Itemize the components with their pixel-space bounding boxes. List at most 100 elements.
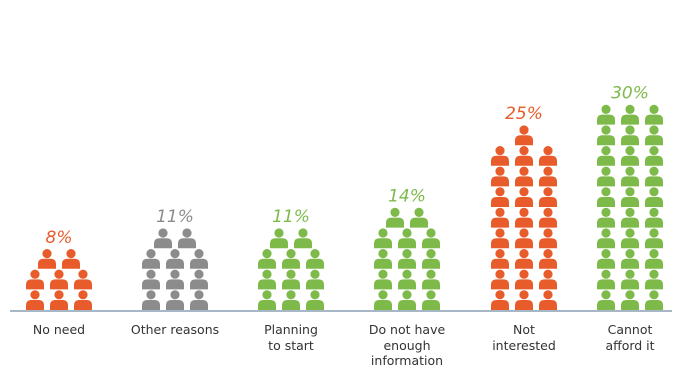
person-icon — [645, 249, 663, 269]
person-icon — [491, 228, 509, 249]
person-icon — [621, 125, 639, 146]
category-label-6: Cannot afford it — [570, 322, 678, 353]
value-label-6: 30% — [611, 84, 649, 104]
person-icon — [539, 146, 557, 166]
person-icon — [38, 249, 56, 269]
person-icon — [515, 269, 533, 290]
person-icon — [539, 207, 557, 228]
person-icon — [621, 166, 639, 187]
person-icon — [597, 249, 615, 269]
person-icon — [258, 290, 276, 310]
person-icon — [491, 269, 509, 290]
person-icon — [26, 269, 44, 290]
person-icon — [491, 187, 509, 207]
person-icon — [398, 290, 416, 310]
person-icon — [597, 207, 615, 228]
person-icon — [597, 290, 615, 310]
category-label-line: enough — [383, 337, 431, 353]
person-icon — [539, 290, 557, 310]
person-icon — [190, 269, 208, 290]
person-icon — [621, 228, 639, 249]
person-icon — [422, 269, 440, 290]
category-label-line: afford it — [605, 337, 655, 353]
person-icon — [621, 146, 639, 166]
person-icon — [597, 125, 615, 146]
person-icon — [258, 249, 276, 269]
value-label-2: 11% — [156, 207, 194, 227]
category-label-line: Other reasons — [130, 322, 220, 337]
person-icon — [282, 249, 300, 269]
person-icon — [74, 269, 92, 290]
person-icon — [410, 207, 428, 228]
person-icon — [62, 249, 80, 269]
person-icon — [422, 249, 440, 269]
person-icon — [491, 166, 509, 187]
person-icon — [515, 249, 533, 269]
person-icon — [597, 269, 615, 290]
person-icon — [645, 146, 663, 166]
person-icon — [515, 187, 533, 207]
value-label-4: 14% — [388, 187, 426, 207]
person-icon — [422, 228, 440, 249]
person-icon — [597, 146, 615, 166]
person-icon — [374, 228, 392, 249]
person-icon — [645, 166, 663, 187]
category-label-line: Not — [513, 322, 535, 337]
person-icon — [166, 269, 184, 290]
person-icon — [515, 146, 533, 166]
person-icon — [515, 207, 533, 228]
person-icon — [621, 187, 639, 207]
person-icon — [621, 104, 639, 125]
person-icon — [306, 290, 324, 310]
person-icon — [374, 249, 392, 269]
person-icon — [645, 207, 663, 228]
person-icon — [50, 290, 68, 310]
category-label-line: Cannot — [607, 322, 653, 337]
person-icon — [645, 187, 663, 207]
category-label-line: to start — [268, 337, 314, 353]
person-icon — [282, 269, 300, 290]
person-icon — [645, 228, 663, 249]
person-icon — [515, 125, 533, 146]
person-icon — [306, 249, 324, 269]
person-icon — [491, 290, 509, 310]
person-icon — [142, 269, 160, 290]
person-icon — [398, 269, 416, 290]
person-icon — [294, 228, 312, 249]
person-icon — [597, 166, 615, 187]
bar-6 — [597, 104, 663, 310]
person-icon — [422, 290, 440, 310]
person-icon — [539, 249, 557, 269]
person-icon — [597, 104, 615, 125]
person-icon — [306, 269, 324, 290]
person-icon — [645, 125, 663, 146]
person-icon — [621, 207, 639, 228]
category-label-2: Other reasons — [115, 322, 235, 338]
person-icon — [515, 290, 533, 310]
person-icon — [74, 290, 92, 310]
person-icon — [190, 249, 208, 269]
person-icon — [166, 249, 184, 269]
bar-2 — [142, 228, 208, 310]
category-label-3: Planning to start — [231, 322, 351, 353]
person-icon — [621, 249, 639, 269]
person-icon — [515, 228, 533, 249]
person-icon — [621, 290, 639, 310]
person-icon — [178, 228, 196, 249]
category-label-line: information — [370, 353, 444, 368]
value-label-1: 8% — [46, 228, 73, 248]
category-label-4: Do not have enough information — [347, 322, 467, 369]
category-label-1: No need — [0, 322, 119, 338]
person-icon — [621, 269, 639, 290]
category-label-line: No need — [32, 322, 86, 337]
person-icon — [539, 187, 557, 207]
person-icon — [142, 290, 160, 310]
person-icon — [258, 269, 276, 290]
person-icon — [398, 228, 416, 249]
person-icon — [539, 166, 557, 187]
person-icon — [491, 146, 509, 166]
category-label-line: Do not have — [368, 322, 446, 337]
person-icon — [491, 207, 509, 228]
